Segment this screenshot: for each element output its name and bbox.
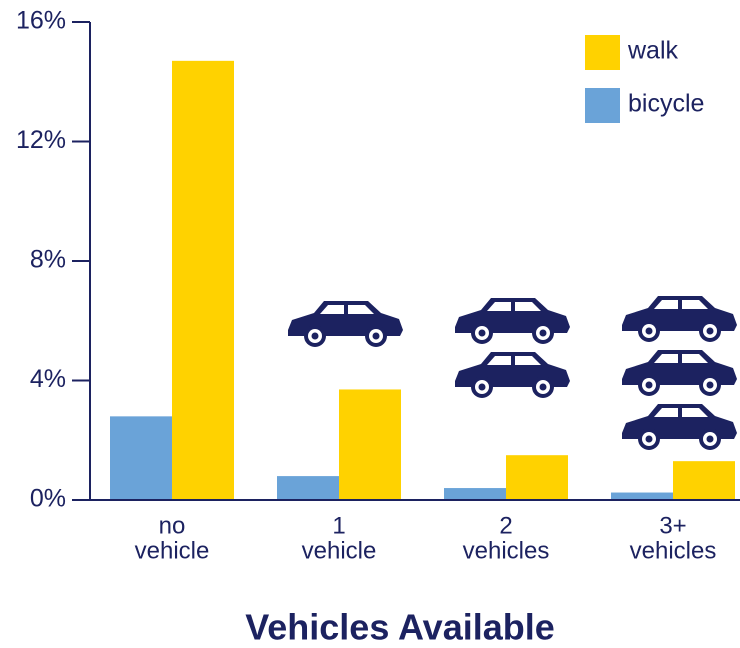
bar (277, 476, 339, 500)
bar (172, 60, 234, 501)
y-tick-label: 12% (16, 126, 66, 154)
y-tick-label: 16% (16, 7, 66, 35)
y-tick-label: 4% (30, 365, 66, 393)
legend-label: walk (627, 37, 679, 65)
x-axis-title: Vehicles Available (245, 607, 555, 648)
x-tick-label: no (159, 512, 186, 539)
x-tick-label: vehicle (302, 537, 377, 564)
x-tick-label: vehicle (135, 537, 210, 564)
x-tick-label: 2 (499, 512, 512, 539)
bar (444, 488, 506, 500)
bar (110, 416, 172, 500)
x-tick-label: vehicles (463, 537, 550, 564)
y-tick-label: 0% (30, 485, 66, 513)
bar (339, 389, 401, 500)
x-tick-label: vehicles (630, 537, 717, 564)
legend-label: bicycle (628, 90, 704, 118)
bar (673, 461, 735, 500)
bar (506, 455, 568, 500)
x-tick-label: 1 (332, 512, 345, 539)
y-tick-label: 8% (30, 246, 66, 274)
x-tick-label: 3+ (659, 512, 686, 539)
legend-swatch (585, 88, 620, 123)
legend-swatch (585, 35, 620, 70)
bar (611, 492, 673, 500)
